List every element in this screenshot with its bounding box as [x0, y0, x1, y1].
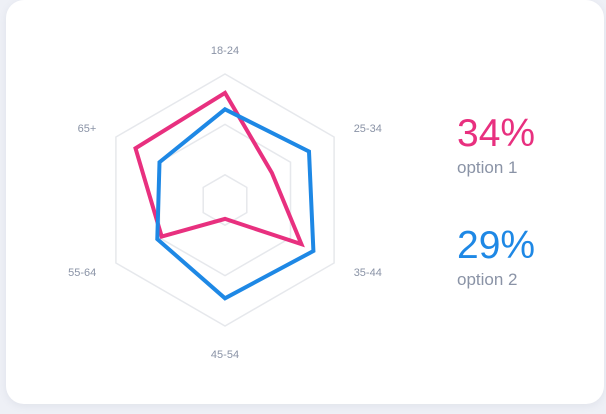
- stat-option-2-label: option 2: [457, 270, 518, 289]
- stat-option-2-percent: 29%: [457, 224, 536, 267]
- axis-label-55-64: 55-64: [68, 267, 96, 279]
- axis-label-65plus: 65+: [78, 123, 97, 135]
- grid-ring-3: [115, 73, 335, 327]
- stat-option-1-percent: 34%: [457, 112, 536, 155]
- stat-option-1: 34% option 1: [457, 114, 535, 178]
- stat-option-2: 29% option 2: [457, 226, 535, 290]
- axis-label-25-34: 25-34: [354, 123, 382, 135]
- radar-chart: 18-24 25-34 35-44 45-54 55-64 65+: [68, 45, 382, 361]
- series-1-polygon: [133, 90, 305, 248]
- grid-ring-1: [202, 173, 248, 227]
- axis-label-18-24: 18-24: [211, 45, 239, 57]
- chart-card: 18-24 25-34 35-44 45-54 55-64 65+ 34% option …: [6, 0, 604, 404]
- axis-label-45-54: 45-54: [211, 349, 239, 361]
- stat-option-1-label: option 1: [457, 158, 518, 177]
- axis-label-35-44: 35-44: [354, 267, 382, 279]
- series-2-polygon: [155, 106, 316, 301]
